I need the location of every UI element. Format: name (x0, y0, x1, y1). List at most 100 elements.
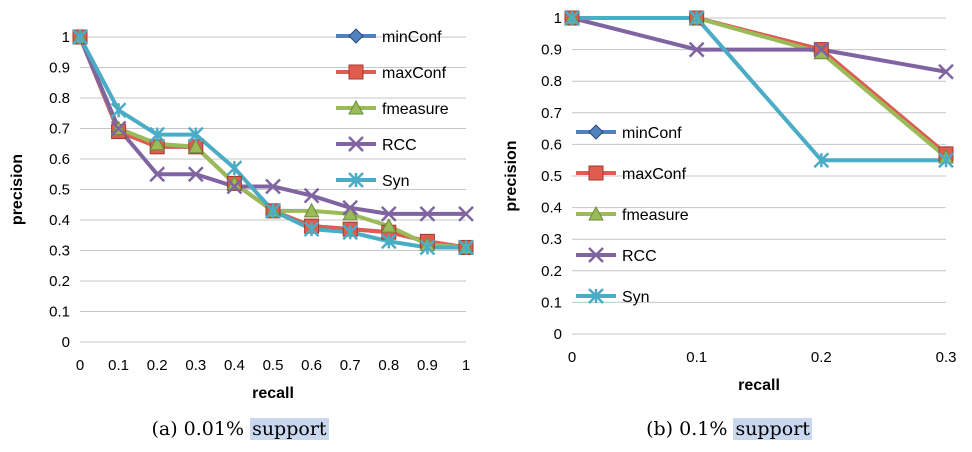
caption-a: (a) 0.01% support (0, 418, 480, 440)
y-tick-label: 0.7 (541, 105, 562, 122)
data-point-Syn (303, 221, 320, 238)
caption-b: (b) 0.1% support (486, 418, 972, 440)
data-point-fmeasure (303, 202, 320, 218)
data-point-RCC (110, 120, 127, 137)
legend-item-Syn: Syn (576, 288, 650, 306)
chart-b: 0 0.1 0.2 0.3 0.4 0.5 0.6 0.7 0.8 0.9 1 0 0.1 0.2 0.3 r… (503, 9, 957, 394)
legend-item-RCC: RCC (336, 136, 417, 154)
legend-item-minConf: minConf (336, 28, 442, 46)
data-point-RCC (149, 166, 166, 183)
data-point-RCC (938, 63, 954, 80)
chart-a: 0 0.1 0.2 0.3 0.4 0.5 0.6 0.7 0.8 0.9 1 0 0.1 0.2 0.3 0… (9, 28, 474, 402)
x-tick-label: 0.6 (301, 357, 322, 374)
legend-label: fmeasure (622, 207, 689, 224)
legend-label: minConf (622, 125, 682, 142)
legend-label: RCC (382, 137, 417, 154)
y-tick-label: 0.2 (49, 273, 70, 290)
data-point-RCC (813, 41, 830, 58)
legend-item-Syn: Syn (336, 172, 410, 190)
data-point-Syn (265, 202, 281, 219)
y-tick-label: 0.5 (541, 168, 562, 185)
data-point-RCC (187, 166, 204, 183)
data-point-Syn (342, 224, 359, 241)
legend-label: maxConf (382, 65, 447, 82)
y-tick-label: 0.4 (49, 212, 70, 229)
caption-a-prefix: (a) 0.01% (151, 418, 245, 440)
data-point-RCC (265, 178, 281, 195)
x-tick-label: 0.5 (263, 357, 284, 374)
series-line-RCC (571, 16, 947, 74)
data-point-RCC (419, 206, 436, 222)
legend-marker (588, 205, 604, 221)
y-tick-label: 1 (554, 10, 562, 27)
x-tick-label: 0 (76, 357, 84, 374)
caption-b-highlight: support (733, 418, 812, 440)
legend-item-RCC: RCC (576, 247, 657, 265)
x-tick-label: 0.2 (147, 357, 168, 374)
legend-item-fmeasure: fmeasure (576, 205, 689, 224)
data-point-Syn (419, 239, 436, 256)
legend-marker (588, 165, 604, 181)
data-point-RCC (458, 206, 474, 222)
y-tick-label: 0.6 (541, 136, 562, 153)
legend-label: Syn (622, 289, 650, 306)
legend-label: Syn (382, 173, 410, 190)
data-point-RCC (303, 187, 320, 204)
data-point-Syn (110, 102, 127, 119)
x-tick-label: 1 (462, 357, 470, 374)
y-tick-label: 0.7 (49, 121, 70, 138)
legend-marker (348, 136, 364, 152)
data-point-Syn (72, 29, 88, 45)
data-point-Syn (813, 152, 830, 169)
data-point-fmeasure (149, 135, 166, 151)
legend-item-minConf: minConf (576, 124, 682, 142)
data-point-RCC (380, 206, 397, 222)
data-point-Syn (187, 126, 204, 143)
data-point-RCC (226, 178, 243, 195)
x-tick-label: 0.7 (340, 357, 361, 374)
legend-item-fmeasure: fmeasure (336, 99, 449, 118)
legend-marker (348, 172, 364, 188)
data-point-fmeasure (380, 218, 397, 233)
legend-label: RCC (622, 248, 657, 265)
y-tick-label: 0.3 (49, 243, 70, 260)
y-tick-label: 0.5 (49, 182, 70, 199)
y-tick-label: 0 (554, 326, 562, 343)
series-line-Syn (572, 16, 946, 163)
y-tick-label: 0.3 (541, 231, 562, 248)
y-tick-label: 0.2 (541, 263, 562, 280)
legend-label: fmeasure (382, 101, 449, 118)
data-point-Syn (458, 239, 474, 256)
x-tick-label: 0.3 (936, 349, 957, 366)
x-axis-label: recall (738, 377, 780, 394)
legend-label: maxConf (622, 166, 687, 183)
data-point-Syn (149, 126, 166, 143)
y-axis-label: precision (9, 154, 26, 225)
x-tick-label: 0 (568, 349, 576, 366)
y-tick-label: 0.4 (541, 200, 562, 217)
chart-panel-b: 0 0.1 0.2 0.3 0.4 0.5 0.6 0.7 0.8 0.9 1 0 0.1 0.2 0.3 r… (486, 0, 972, 452)
data-point-RCC (342, 199, 359, 216)
y-tick-label: 0.6 (49, 151, 70, 168)
data-point-Syn (564, 10, 580, 26)
y-tick-label: 1 (62, 29, 70, 46)
data-point-RCC (688, 41, 705, 58)
x-tick-label: 0.3 (185, 357, 206, 374)
data-point-Syn (226, 160, 243, 177)
y-tick-label: 0.8 (541, 73, 562, 90)
legend-item-maxConf: maxConf (336, 64, 447, 82)
x-tick-label: 0.4 (224, 357, 245, 374)
caption-b-prefix: (b) 0.1% (646, 418, 728, 440)
legend-marker (348, 99, 364, 115)
legend-marker (588, 247, 604, 263)
y-axis-label: precision (503, 140, 520, 211)
legend-marker (588, 288, 604, 304)
legend-marker (348, 64, 364, 80)
data-point-fmeasure (187, 138, 204, 154)
legend-label: minConf (382, 29, 442, 46)
y-tick-label: 0.1 (541, 294, 562, 311)
x-tick-label: 0.8 (378, 357, 399, 374)
data-point-fmeasure (342, 205, 359, 221)
x-tick-label: 0.2 (811, 349, 832, 366)
caption-a-highlight: support (250, 418, 329, 440)
